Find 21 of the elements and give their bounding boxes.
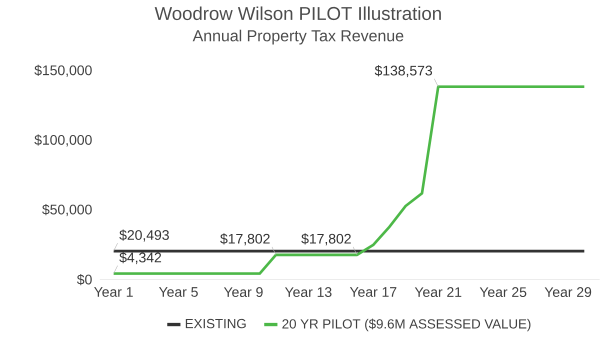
x-tick-label: Year 25 — [480, 287, 526, 297]
x-tick-label: Year 9 — [224, 287, 263, 297]
data-label: $4,342 — [119, 252, 162, 264]
y-tick-label: $0 — [76, 274, 92, 286]
x-tick-label: Year 17 — [350, 287, 396, 297]
data-label: $20,493 — [119, 229, 169, 242]
x-tick-label: Year 13 — [284, 287, 332, 297]
data-label: $17,802 — [220, 233, 270, 246]
y-tick-label: $150,000 — [34, 64, 92, 77]
data-label: $138,573 — [374, 65, 432, 78]
chart-subtitle: Annual Property Tax Revenue — [192, 30, 404, 44]
data-label: $17,802 — [301, 233, 351, 246]
x-tick-label: Year 5 — [158, 287, 198, 297]
x-tick-label: Year 29 — [544, 287, 592, 297]
chart-title: Woodrow Wilson PILOT Illustration — [154, 6, 441, 20]
y-tick-label: $50,000 — [42, 204, 92, 216]
y-tick-label: $100,000 — [34, 134, 92, 146]
x-tick-label: Year 1 — [94, 287, 133, 297]
legend-label: 20 YR PILOT ($9.6M ASSESSED VALUE) — [282, 318, 530, 332]
legend-label: EXISTING — [186, 318, 246, 328]
x-tick-label: Year 21 — [414, 287, 462, 297]
